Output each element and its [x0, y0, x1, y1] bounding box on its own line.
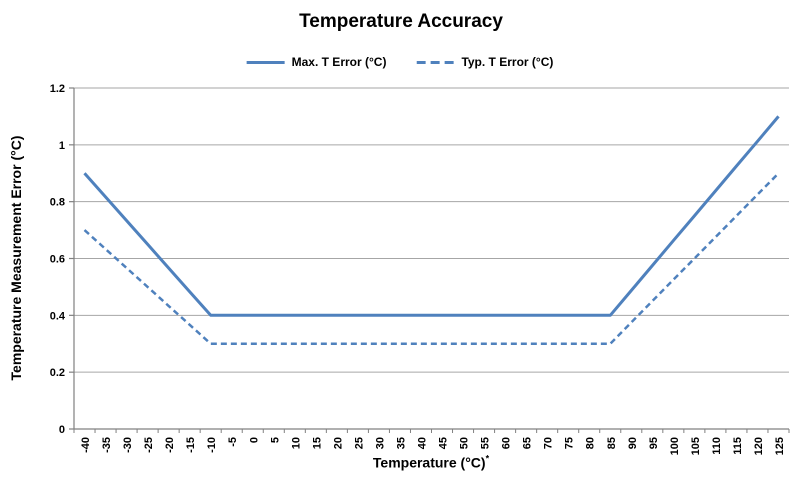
- x-tick-label: -25: [143, 437, 155, 453]
- x-tick-label: 115: [732, 437, 744, 455]
- y-tick-label: 1: [59, 140, 65, 152]
- x-tick-label: -20: [164, 437, 176, 453]
- x-tick-label: 105: [690, 437, 702, 455]
- x-tick-label: 55: [480, 437, 492, 449]
- x-tick-label: 25: [353, 437, 365, 449]
- x-tick-label: -35: [101, 437, 113, 453]
- chart-title: Temperature Accuracy: [299, 11, 503, 32]
- x-tick-label: -30: [122, 437, 134, 453]
- x-tick-label: -5: [227, 437, 239, 447]
- x-tick-label: 100: [669, 437, 681, 455]
- legend-label-max-t-error: Max. T Error (°C): [291, 55, 387, 69]
- solid-line-swatch-icon: [246, 60, 285, 64]
- x-tick-label: 50: [459, 437, 471, 449]
- x-tick-label: 125: [774, 437, 786, 455]
- x-tick-label: 45: [438, 437, 450, 449]
- x-tick-label: 15: [311, 437, 323, 449]
- legend-item-max-t-error: Max. T Error (°C): [246, 55, 387, 69]
- legend: Max. T Error (°C) Typ. T Error (°C): [246, 55, 553, 69]
- x-tick-label: 110: [711, 437, 723, 455]
- x-tick-label: 0: [248, 437, 260, 443]
- x-tick-label: 80: [585, 437, 597, 449]
- y-tick-label: 0.2: [50, 367, 65, 379]
- y-tick-label: 1.2: [50, 83, 65, 95]
- x-tick-label: 65: [522, 437, 534, 449]
- x-tick-label: -40: [80, 437, 92, 453]
- x-tick-label: 20: [332, 437, 344, 449]
- x-tick-label: 30: [374, 437, 386, 449]
- x-tick-label: 95: [648, 437, 660, 449]
- x-tick-label: 90: [627, 437, 639, 449]
- x-tick-label: 85: [606, 437, 618, 449]
- max-t-error-line: [83, 115, 780, 317]
- x-tick-label: -10: [206, 437, 218, 453]
- y-tick-label: 0: [59, 424, 65, 436]
- x-axis-title: Temperature (°C)*: [373, 454, 489, 471]
- x-tick-label: 70: [543, 437, 555, 449]
- y-tick-label: 0.4: [50, 310, 66, 322]
- x-tick-label: 35: [395, 437, 407, 449]
- x-tick-label: 60: [501, 437, 513, 449]
- x-tick-label: 40: [416, 437, 428, 449]
- typ-t-error-line: [83, 172, 780, 346]
- legend-item-typ-t-error: Typ. T Error (°C): [416, 55, 553, 69]
- x-axis-title-footnote-marker: *: [485, 453, 490, 464]
- y-axis-title: Temperature Measurement Error (°C): [8, 135, 24, 381]
- x-tick-label: 75: [564, 437, 576, 449]
- y-tick-label: 0.6: [50, 254, 65, 266]
- x-tick-label: 120: [753, 437, 765, 455]
- x-tick-label: 5: [269, 437, 281, 443]
- legend-label-typ-t-error: Typ. T Error (°C): [461, 55, 554, 69]
- dashed-line-swatch-icon: [416, 60, 455, 64]
- x-axis-title-text: Temperature (°C): [372, 454, 486, 471]
- x-tick-label: 10: [290, 437, 302, 449]
- y-tick-label: 0.8: [50, 197, 65, 209]
- x-tick-label: -15: [185, 437, 197, 453]
